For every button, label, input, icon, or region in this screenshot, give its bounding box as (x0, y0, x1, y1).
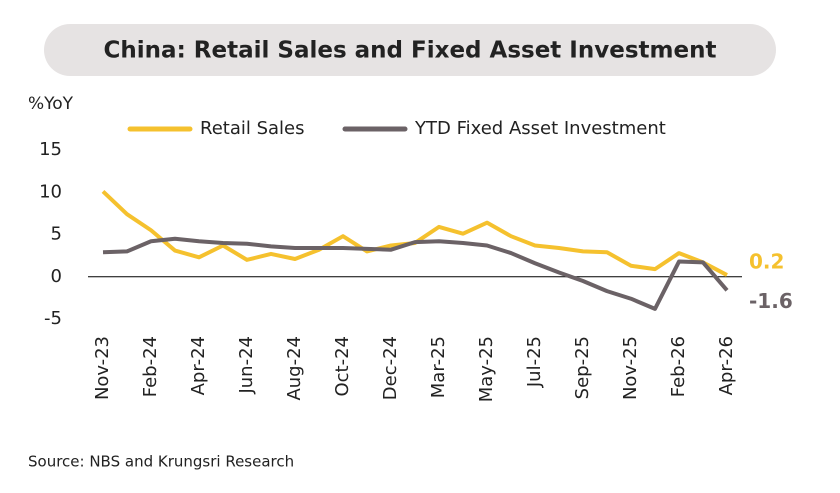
x-tick-label: Feb-24 (140, 336, 161, 397)
x-tick-label: Sep-25 (572, 336, 593, 399)
x-tick-label: May-25 (476, 336, 497, 402)
x-tick-label: Nov-25 (620, 336, 641, 400)
y-tick-label: 0 (51, 266, 62, 287)
x-tick-label: Apr-26 (716, 336, 737, 395)
end-label: -1.6 (749, 289, 793, 313)
x-tick-label: Jun-24 (236, 336, 257, 395)
x-tick-label: Apr-24 (188, 336, 209, 395)
x-tick-label: Jul-25 (524, 336, 545, 388)
y-axis-label: %YoY (28, 94, 74, 114)
source: Source: NBS and Krungsri Research (28, 453, 294, 471)
series-line (102, 236, 729, 311)
x-tick-label: Mar-25 (428, 336, 449, 398)
x-tick-label: Oct-24 (332, 336, 353, 397)
x-tick-label: Dec-24 (380, 336, 401, 400)
y-tick-label: 5 (51, 224, 62, 245)
series-line (101, 189, 728, 277)
x-tick-label: Nov-23 (92, 336, 113, 400)
legend-label: YTD Fixed Asset Investment (414, 118, 666, 139)
y-tick-label: 15 (39, 139, 62, 160)
chart-title: China: Retail Sales and Fixed Asset Inve… (104, 38, 717, 64)
y-tick-label: 10 (39, 181, 62, 202)
x-tick-label: Feb-26 (668, 336, 689, 397)
y-tick-label: -5 (44, 308, 62, 329)
x-tick-label: Aug-24 (284, 336, 305, 401)
title-background (44, 24, 776, 76)
legend-label: Retail Sales (200, 118, 305, 139)
end-label: 0.2 (749, 250, 784, 274)
